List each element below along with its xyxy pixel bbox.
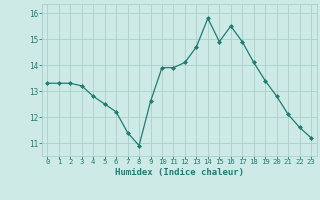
X-axis label: Humidex (Indice chaleur): Humidex (Indice chaleur) <box>115 168 244 177</box>
